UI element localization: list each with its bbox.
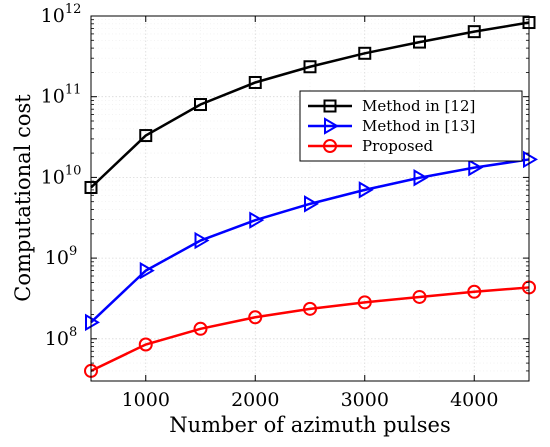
legend-marker (323, 99, 337, 113)
x-tick-label: 2000 (231, 389, 279, 411)
plot-frame (90, 15, 530, 382)
data-point (468, 158, 484, 177)
data-point (413, 169, 429, 187)
series-line (90, 21, 530, 189)
data-point (138, 337, 153, 352)
data-point (467, 25, 481, 39)
series-2 (85, 150, 538, 332)
x-tick-label: 1000 (122, 389, 170, 411)
data-point (304, 195, 319, 213)
series-layer (84, 16, 538, 378)
data-point (358, 46, 372, 60)
data-point (139, 129, 153, 143)
data-point (358, 181, 374, 199)
data-point (412, 289, 427, 304)
y-tick-label: 1012 (41, 2, 82, 27)
data-point (248, 310, 263, 325)
data-point (523, 150, 538, 169)
x-tick-label: 4000 (450, 389, 498, 411)
legend: Method in [12] Method in [13] Proposed (299, 90, 523, 162)
data-point (193, 321, 208, 336)
x-axis-title: Number of azimuth pulses (169, 413, 451, 437)
data-point (357, 295, 372, 310)
legend-label: Method in [13] (362, 117, 475, 135)
data-point (85, 313, 100, 332)
series-line (90, 158, 530, 324)
legend-label: Proposed (362, 137, 434, 155)
data-point (467, 284, 482, 299)
data-point (194, 231, 210, 250)
x-tick-label: 3000 (341, 389, 389, 411)
y-tick-label: 109 (45, 244, 77, 269)
data-point (249, 211, 265, 229)
data-point (413, 35, 426, 49)
y-tick-label: 1011 (41, 83, 82, 108)
y-tick-label: 108 (45, 325, 77, 350)
y-tick-label: 1010 (41, 163, 82, 188)
data-point (139, 261, 155, 280)
legend-marker (324, 117, 339, 135)
series-line (90, 286, 530, 373)
data-point (194, 98, 207, 112)
data-point (303, 301, 317, 316)
data-point (248, 75, 262, 89)
legend-label: Method in [12] (362, 97, 475, 115)
data-point (303, 60, 317, 74)
y-axis-title: Computational cost (11, 94, 35, 302)
axes: 108 109 1010 1011 1012 1000 2000 3000 4000 (41, 2, 529, 411)
legend-marker (323, 139, 337, 153)
